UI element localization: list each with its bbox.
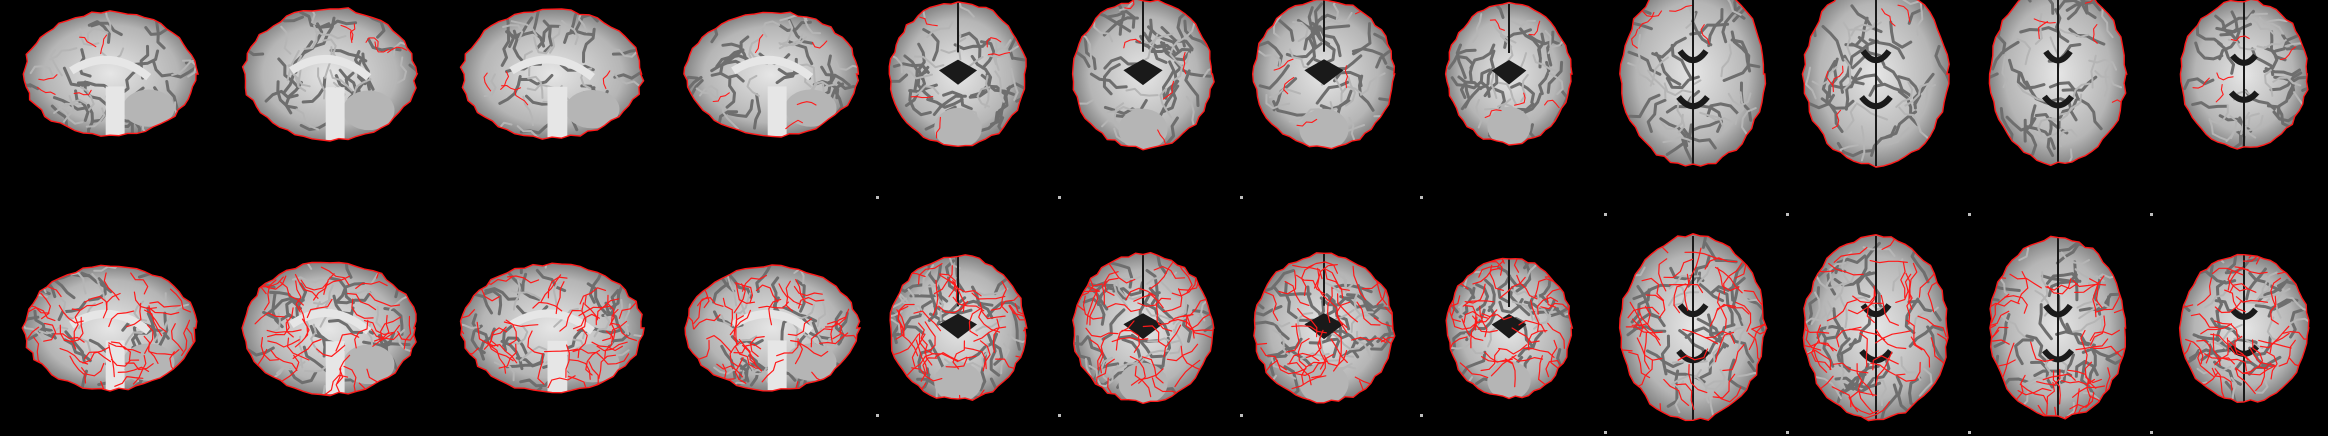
axial-segmentation-overlay — [1618, 233, 1768, 422]
coronal-slice-panel — [1251, 0, 1396, 150]
axial-slice-panel — [1618, 233, 1768, 422]
axial-brain-tissue — [2180, 0, 2308, 149]
coronal-segmentation-overlay — [1444, 1, 1573, 146]
axial-brain-tissue — [1803, 234, 1948, 421]
sagittal-segmentation-overlay — [683, 11, 860, 138]
coronal-brain-tissue — [1072, 0, 1215, 150]
sagittal-segmentation-overlay — [459, 262, 645, 394]
slice-marker — [1240, 196, 1243, 199]
sagittal-slice-panel — [21, 264, 198, 392]
coronal-slice-panel — [1071, 0, 1215, 151]
slice-marker — [2150, 431, 2153, 434]
axial-segmentation-overlay — [1802, 233, 1949, 422]
sagittal-slice-panel — [684, 264, 862, 392]
slice-marker — [1240, 414, 1243, 417]
axial-slice-panel — [2178, 253, 2310, 404]
axial-brain-tissue — [1989, 236, 2126, 419]
slice-marker — [1420, 414, 1423, 417]
slice-marker — [876, 414, 879, 417]
sagittal-segmentation-overlay — [241, 7, 419, 142]
coronal-brain-tissue — [1253, 252, 1395, 403]
slice-marker — [876, 196, 879, 199]
slice-marker — [2150, 213, 2153, 216]
axial-slice-panel — [1802, 233, 1949, 422]
slice-marker — [1604, 213, 1607, 216]
coronal-segmentation-overlay — [1072, 251, 1215, 405]
coronal-slice-panel — [1072, 251, 1215, 405]
coronal-slice-panel — [889, 254, 1028, 401]
sagittal-slice-panel — [241, 7, 419, 142]
axial-segmentation-overlay — [2179, 0, 2309, 150]
axial-brain-tissue — [1989, 0, 2127, 166]
axial-slice-panel — [2179, 0, 2309, 150]
tissue-contour-row — [21, 233, 2310, 434]
slice-marker — [1968, 431, 1971, 434]
sagittal-slice-panel — [459, 262, 645, 394]
sagittal-brain-tissue — [460, 9, 644, 140]
sagittal-segmentation-overlay — [22, 10, 199, 137]
sagittal-slice-panel — [22, 10, 199, 137]
coronal-brain-tissue — [1446, 258, 1573, 399]
axial-slice-panel — [1619, 0, 1767, 167]
sagittal-brain-tissue — [242, 7, 418, 141]
axial-segmentation-overlay — [1619, 0, 1767, 167]
slice-marker — [1058, 414, 1061, 417]
sagittal-slice-panel — [241, 261, 417, 397]
slice-marker — [1420, 196, 1423, 199]
sagittal-brain-tissue — [23, 10, 198, 137]
sagittal-brain-tissue — [22, 265, 197, 391]
slice-marker — [1786, 431, 1789, 434]
coronal-segmentation-overlay — [1253, 252, 1396, 404]
sagittal-segmentation-overlay — [21, 264, 198, 392]
slice-marker — [1786, 213, 1789, 216]
slice-marker — [1604, 431, 1607, 434]
slice-marker — [1058, 196, 1061, 199]
coronal-segmentation-overlay — [1445, 257, 1574, 400]
coronal-segmentation-overlay — [888, 1, 1027, 148]
axial-segmentation-overlay — [1801, 0, 1950, 168]
axial-brain-tissue — [1802, 0, 1950, 168]
coronal-segmentation-overlay — [1071, 0, 1215, 151]
axial-slice-panel — [1801, 0, 1950, 168]
axial-slice-panel — [1988, 0, 2128, 167]
axial-brain-tissue — [1619, 0, 1766, 166]
sagittal-segmentation-overlay — [459, 8, 645, 140]
slice-marker — [1968, 213, 1971, 216]
axial-segmentation-overlay — [2178, 253, 2310, 404]
coronal-slice-panel — [1253, 252, 1396, 404]
sagittal-slice-panel — [459, 8, 645, 140]
coronal-slice-panel — [1445, 257, 1574, 400]
